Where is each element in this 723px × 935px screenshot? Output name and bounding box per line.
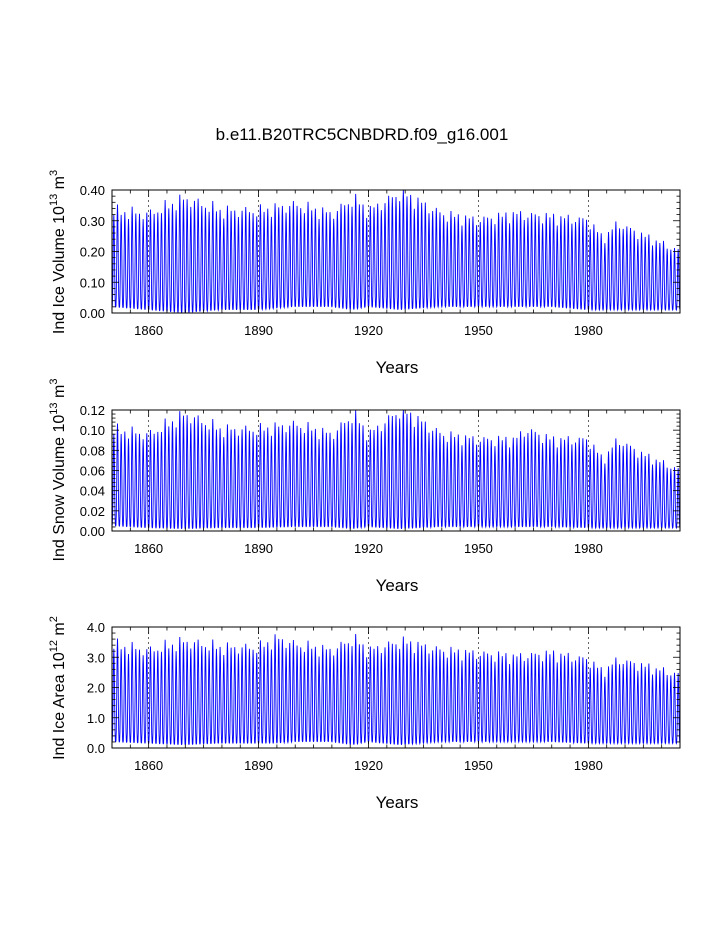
y-tick-label: 0.08 bbox=[80, 443, 105, 458]
y-axis-label: Ind Snow Volume 1013 m3 bbox=[48, 379, 68, 562]
x-tick-label: 1980 bbox=[574, 758, 603, 773]
y-tick-label: 4.0 bbox=[87, 620, 105, 635]
y-tick-label: 0.20 bbox=[80, 245, 105, 260]
y-tick-label: 0.04 bbox=[80, 484, 105, 499]
y-tick-label: 3.0 bbox=[87, 650, 105, 665]
series-line bbox=[111, 633, 681, 746]
x-tick-label: 1920 bbox=[354, 758, 383, 773]
y-tick-label: 0.0 bbox=[87, 741, 105, 756]
x-tick-label: 1860 bbox=[134, 323, 163, 338]
y-tick-label: 0.02 bbox=[80, 504, 105, 519]
y-tick-label: 0.12 bbox=[80, 403, 105, 418]
panel-snow-volume: 1860 1890 1920 1950 1980 0.00 0.02 0.04 0.06 0.08… bbox=[48, 379, 681, 595]
series-line bbox=[111, 409, 681, 530]
x-axis-label: Years bbox=[376, 358, 419, 377]
x-tick-label: 1950 bbox=[464, 323, 493, 338]
x-tick-label: 1980 bbox=[574, 323, 603, 338]
y-tick-label: 0.30 bbox=[80, 214, 105, 229]
y-tick-label: 1.0 bbox=[87, 711, 105, 726]
x-tick-label: 1890 bbox=[244, 541, 273, 556]
figure-title: b.e11.B20TRC5CNBDRD.f09_g16.001 bbox=[216, 125, 509, 144]
y-tick-label: 0.00 bbox=[80, 524, 105, 539]
panel-ice-volume: 1860 1890 1920 1950 1980 0.00 0.10 0.20 0.30 0.40… bbox=[48, 170, 681, 377]
x-tick-label: 1890 bbox=[244, 323, 273, 338]
plot-frame bbox=[111, 409, 681, 532]
y-tick-label: 2.0 bbox=[87, 681, 105, 696]
y-tick-label: 0.00 bbox=[80, 306, 105, 321]
x-tick-label: 1920 bbox=[354, 541, 383, 556]
x-axis-label: Years bbox=[376, 793, 419, 812]
x-tick-label: 1860 bbox=[134, 541, 163, 556]
y-tick-label: 0.40 bbox=[80, 183, 105, 198]
x-tick-label: 1980 bbox=[574, 541, 603, 556]
x-tick-label: 1950 bbox=[464, 541, 493, 556]
x-tick-label: 1860 bbox=[134, 758, 163, 773]
x-tick-label: 1950 bbox=[464, 758, 493, 773]
panel-ice-area: 1860 1890 1920 1950 1980 0.0 1.0 2.0 3.0 4.0 Year… bbox=[48, 616, 681, 812]
y-tick-label: 0.06 bbox=[80, 464, 105, 479]
y-tick-label: 0.10 bbox=[80, 275, 105, 290]
plot-frame bbox=[111, 189, 681, 314]
plot-frame bbox=[111, 626, 681, 749]
y-tick-label: 0.10 bbox=[80, 423, 105, 438]
x-tick-label: 1920 bbox=[354, 323, 383, 338]
series-line bbox=[111, 189, 681, 313]
x-tick-label: 1890 bbox=[244, 758, 273, 773]
y-axis-label: Ind Ice Area 1012 m2 bbox=[48, 616, 68, 760]
y-axis-label: Ind Ice Volume 1013 m3 bbox=[48, 170, 68, 334]
x-axis-label: Years bbox=[376, 576, 419, 595]
